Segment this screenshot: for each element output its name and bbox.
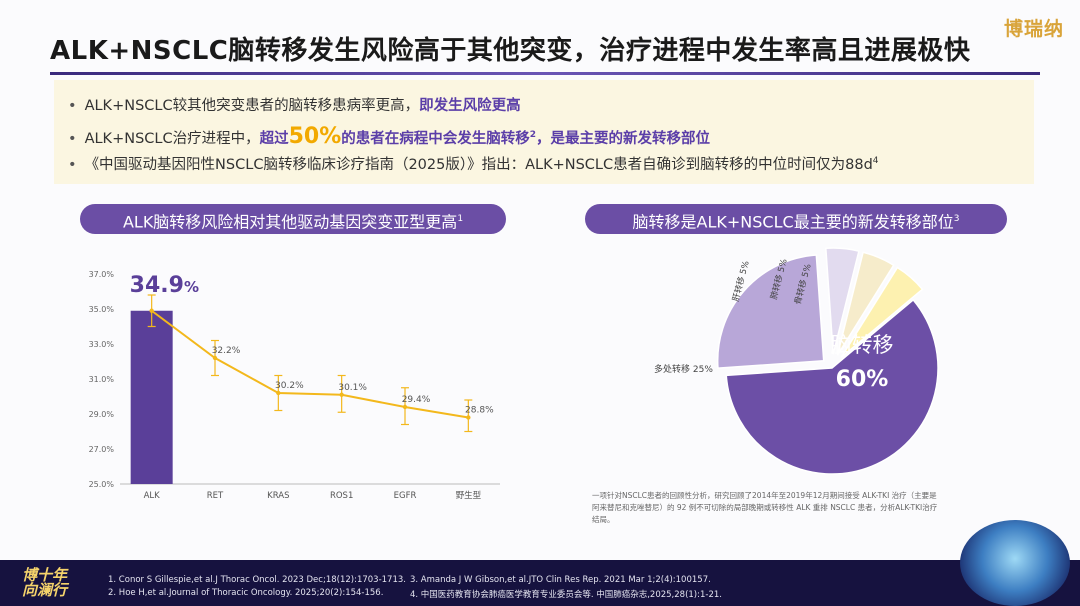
- series-line: [151, 309, 469, 419]
- data-label: 32.2%: [212, 346, 241, 356]
- globe-hands-icon: [960, 520, 1070, 606]
- reference-3: 3. Amanda J W Gibson,et al.JTO Clin Res …: [410, 575, 711, 585]
- x-tick-label: 野生型: [456, 490, 482, 501]
- fifty-percent-figure: 50%: [288, 124, 342, 149]
- pie-label-multi: 多处转移 25%: [654, 363, 713, 375]
- bullet-2: • ALK+NSCLC治疗进程中，超过50%的患者在病程中会发生脑转移2，是最主要…: [68, 124, 711, 149]
- reference-4: 4. 中国医药教育协会肺癌医学教育专业委员会等. 中国肺癌杂志,2025,28(…: [410, 590, 722, 600]
- pie-slice: [825, 247, 860, 355]
- bullet-3: • 《中国驱动基因阳性NSCLC脑转移临床诊疗指南（2025版）》指出：ALK+N…: [68, 156, 879, 173]
- x-tick-label: ROS1: [330, 491, 353, 501]
- slide-title: ALK+NSCLC脑转移发生风险高于其他突变，治疗进程中发生率高且进展极快: [50, 36, 971, 66]
- data-label: 30.2%: [275, 381, 304, 391]
- data-label: 30.1%: [338, 383, 367, 393]
- data-label: 29.4%: [402, 395, 431, 405]
- data-point: [149, 308, 154, 313]
- bullet-dot-icon: •: [68, 157, 77, 173]
- y-tick-label: 27.0%: [89, 445, 115, 454]
- right-panel-header: 脑转移是ALK+NSCLC最主要的新发转移部位3: [585, 204, 1007, 234]
- brand-logo: 博瑞纳: [1003, 18, 1064, 40]
- data-point: [212, 355, 218, 361]
- left-panel-header: ALK脑转移风险相对其他驱动基因突变亚型更高1: [80, 204, 506, 234]
- x-tick-label: KRAS: [267, 491, 289, 501]
- y-tick-label: 35.0%: [89, 305, 115, 314]
- reference-1: 1. Conor S Gillespie,et al.J Thorac Onco…: [108, 575, 406, 585]
- y-tick-label: 29.0%: [89, 410, 115, 419]
- data-point: [402, 404, 408, 410]
- alk-highlight-unit: %: [184, 278, 199, 296]
- data-label: 28.8%: [465, 406, 494, 416]
- pie-label-brain: 脑转移: [831, 333, 894, 357]
- pie-slice: [716, 254, 825, 369]
- pie-value-brain: 60%: [836, 367, 889, 392]
- alk-highlight-label: 34.9%: [130, 273, 199, 298]
- bullet-dot-icon: •: [68, 131, 77, 147]
- y-tick-label: 37.0%: [89, 270, 115, 279]
- x-tick-label: RET: [207, 491, 224, 501]
- pie-slice: [836, 251, 895, 356]
- pie-slice: [840, 266, 924, 359]
- y-tick-label: 25.0%: [89, 480, 115, 489]
- pie-slice: [725, 298, 939, 475]
- data-point: [339, 392, 344, 397]
- study-note: 一项针对NSCLC患者的回顾性分析，研究回顾了2014年至2019年12月期间接…: [592, 491, 938, 524]
- x-tick-label: EGFR: [394, 491, 417, 501]
- y-tick-label: 31.0%: [89, 375, 115, 384]
- bullet-1: • ALK+NSCLC较其他突变患者的脑转移患病率更高，即发生风险更高: [68, 98, 521, 114]
- key-points-box: • ALK+NSCLC较其他突变患者的脑转移患病率更高，即发生风险更高 • ALK+…: [54, 80, 1034, 184]
- bullet-dot-icon: •: [68, 98, 77, 114]
- data-point: [466, 415, 471, 420]
- title-underline: [50, 72, 1040, 75]
- bar-alk: [130, 310, 173, 484]
- data-point: [276, 390, 281, 396]
- reference-2: 2. Hoe H,et al.Journal of Thoracic Oncol…: [108, 588, 384, 598]
- footer-brand: 博十年 向澜行: [22, 566, 68, 599]
- y-tick-label: 33.0%: [89, 340, 115, 349]
- footer-bar: [0, 560, 1080, 606]
- x-tick-label: ALK: [144, 491, 161, 501]
